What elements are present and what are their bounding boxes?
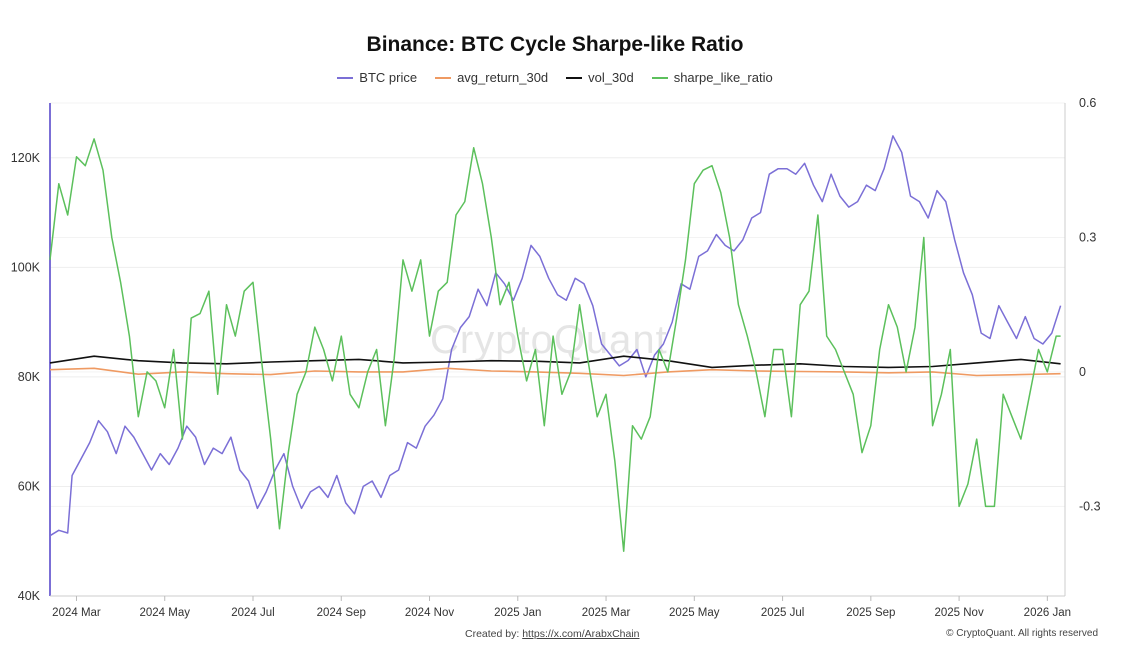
- footer-copyright: © CryptoQuant. All rights reserved: [946, 628, 1098, 639]
- created-by-label: Created by:: [465, 628, 520, 640]
- legend-item-sharpe[interactable]: sharpe_like_ratio: [651, 70, 773, 85]
- legend-item-vol[interactable]: vol_30d: [566, 70, 634, 85]
- y-right-tick-label: -0.3: [1079, 499, 1101, 513]
- x-tick-label: 2024 Mar: [52, 607, 101, 619]
- chart-title: Binance: BTC Cycle Sharpe-like Ratio: [366, 33, 744, 56]
- series-line-btc-price: [49, 135, 1062, 537]
- x-tick-label: 2025 May: [669, 607, 720, 619]
- x-tick-label: 2025 Jul: [761, 607, 804, 619]
- x-tick-label: 2025 Sep: [846, 607, 895, 619]
- legend-label-sharpe: sharpe_like_ratio: [673, 70, 773, 85]
- x-tick-label: 2025 Jan: [494, 607, 541, 619]
- legend-item-avg-return[interactable]: avg_return_30d: [435, 70, 548, 85]
- x-tick-label: 2026 Jan: [1024, 607, 1071, 619]
- y-left-tick-label: 60K: [18, 479, 41, 493]
- legend-swatch-vol: [566, 76, 583, 79]
- x-tick-label: 2025 Mar: [582, 607, 631, 619]
- legend-swatch-sharpe: [651, 76, 668, 79]
- legend-swatch-btc-price: [337, 76, 354, 79]
- x-tick-label: 2024 Jul: [231, 607, 274, 619]
- x-tick-label: 2024 Nov: [405, 607, 454, 619]
- series-line-sharpe-like-ratio: [49, 138, 1061, 552]
- y-left-tick-label: 100K: [11, 260, 41, 274]
- y-right-tick-label: 0.6: [1079, 96, 1096, 110]
- x-tick-label: 2024 Sep: [317, 607, 366, 619]
- series-line-avg-return-30d: [49, 367, 1061, 377]
- legend-label-btc-price: BTC price: [359, 70, 418, 85]
- y-right-tick-label: 0.3: [1079, 230, 1096, 244]
- legend-label-avg-return: avg_return_30d: [457, 70, 549, 85]
- x-tick-label: 2024 May: [139, 607, 190, 619]
- y-left-tick-label: 40K: [18, 589, 41, 603]
- y-left-tick-label: 80K: [18, 370, 41, 384]
- watermark: CryptoQuant: [430, 318, 668, 362]
- footer-credit: Created by: https://x.com/ArabxChain: [465, 628, 640, 640]
- legend-item-btc-price[interactable]: BTC price: [337, 70, 417, 85]
- created-by-link[interactable]: https://x.com/ArabxChain: [522, 628, 640, 640]
- legend-swatch-avg-return: [435, 76, 452, 79]
- chart-legend: BTC price avg_return_30d vol_30d sharpe_…: [0, 70, 1110, 85]
- y-right-tick-label: 0: [1079, 365, 1086, 379]
- legend-label-vol: vol_30d: [588, 70, 634, 85]
- y-left-tick-label: 120K: [11, 151, 41, 165]
- x-tick-label: 2025 Nov: [934, 607, 983, 619]
